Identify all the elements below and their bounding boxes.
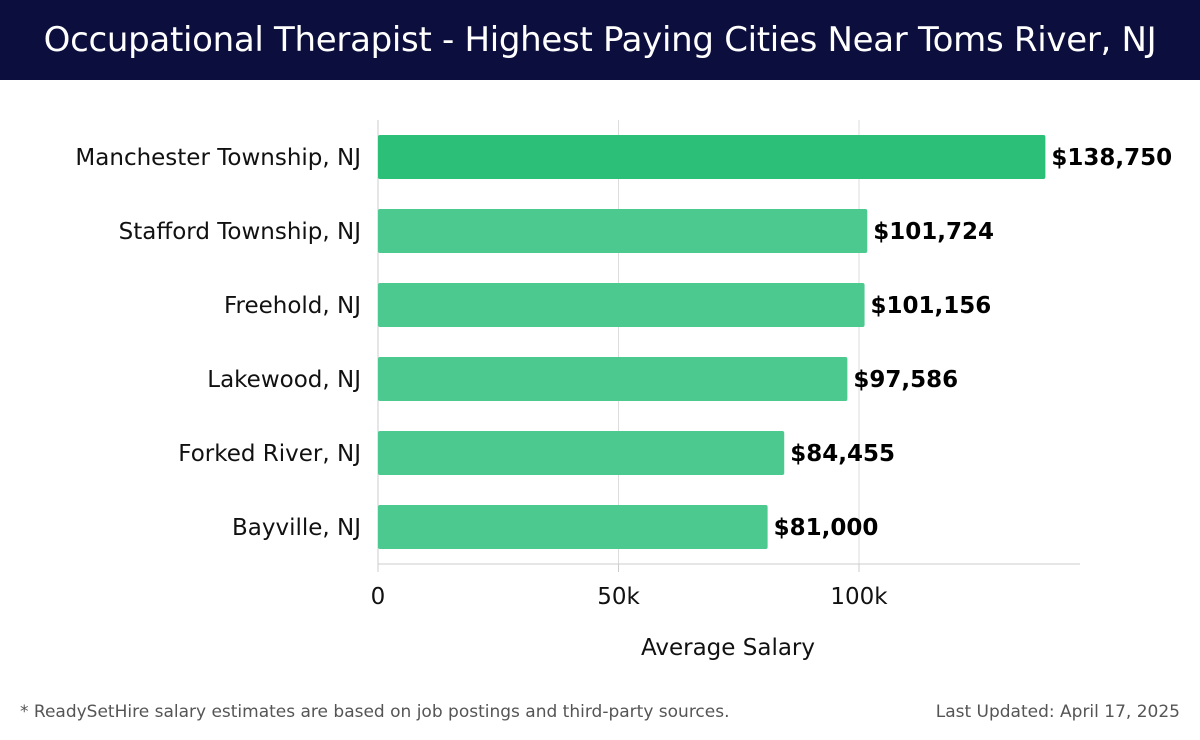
category-label: Bayville, NJ	[232, 515, 361, 541]
value-label: $101,724	[873, 219, 994, 245]
value-label: $81,000	[774, 515, 879, 541]
grid-layer	[377, 120, 1080, 565]
value-label: $138,750	[1051, 145, 1172, 171]
bar	[378, 431, 785, 475]
last-updated: Last Updated: April 17, 2025	[935, 702, 1180, 722]
chart-title: Occupational Therapist - Highest Paying …	[0, 0, 1200, 80]
bar	[378, 505, 768, 549]
category-label: Manchester Township, NJ	[75, 145, 361, 171]
category-label: Stafford Township, NJ	[119, 219, 361, 245]
x-tick-label: 0	[371, 584, 386, 610]
value-label: $84,455	[790, 441, 895, 467]
category-label: Freehold, NJ	[224, 293, 361, 319]
bar-layer	[378, 135, 1046, 549]
tick-layer: 0 50k 100k	[371, 564, 888, 610]
category-label: Lakewood, NJ	[207, 367, 361, 393]
salary-bar-chart: Manchester Township, NJ $138,750 Stafford …	[75, 120, 1172, 661]
bar	[378, 283, 865, 327]
category-label: Forked River, NJ	[178, 441, 361, 467]
x-tick-label: 50k	[597, 584, 640, 610]
bar	[378, 135, 1046, 179]
x-axis-title: Average Salary	[641, 635, 815, 661]
bar	[378, 209, 868, 253]
footnote: * ReadySetHire salary estimates are base…	[20, 702, 730, 722]
bar	[378, 357, 848, 401]
value-label: $101,156	[871, 293, 992, 319]
x-tick-label: 100k	[830, 584, 888, 610]
label-layer: Manchester Township, NJ $138,750 Stafford …	[75, 145, 1172, 541]
value-label: $97,586	[853, 367, 958, 393]
